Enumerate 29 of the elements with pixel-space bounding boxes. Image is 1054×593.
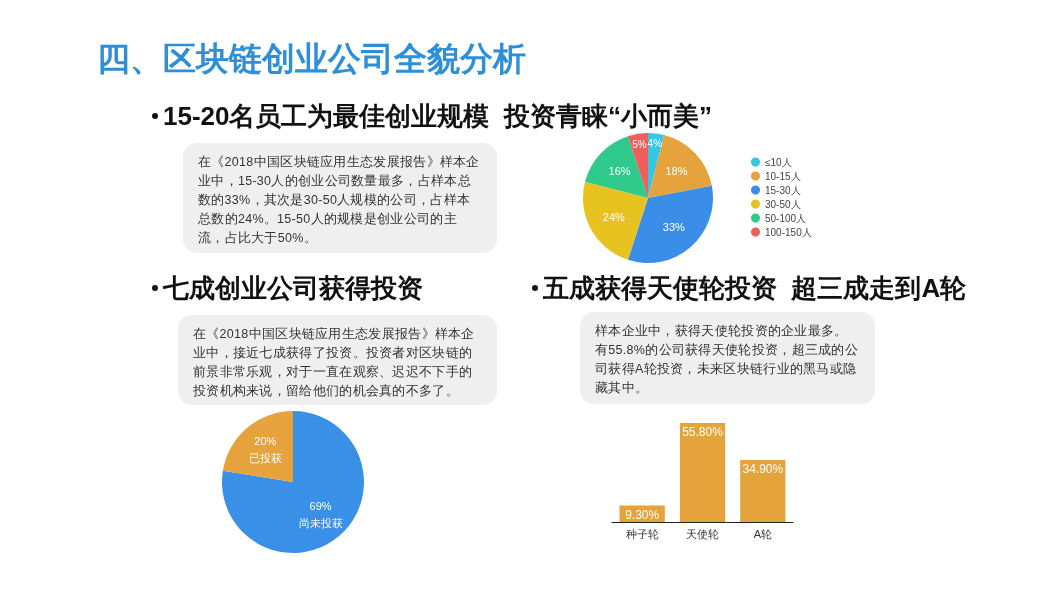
data-label: 55.80% bbox=[682, 425, 724, 439]
x-tick-label: A轮 bbox=[753, 527, 773, 540]
data-label: 34.90% bbox=[742, 462, 784, 477]
slice-label: 尚未投获 bbox=[298, 516, 343, 529]
data-label: 16% bbox=[608, 165, 631, 178]
text: 在《2018中国区块链应用生态发展报告》样本企业中，接近七成获得了投资。投资者对区块链的前景非常乐观，对于一直在观察、迟迟不下手的投资机构来说，留给他们的机会真的不多了。 bbox=[193, 326, 476, 400]
x-tick-label: 种子轮 bbox=[625, 527, 659, 540]
text: 有55.8%的公司获得天使轮投资，超三成的公司获得A轮投资，未来区块链行业的黑马或隐藏其中。 bbox=[595, 342, 859, 397]
data-label: 20% bbox=[254, 435, 277, 448]
legend-label: ≤10人 bbox=[765, 156, 792, 168]
chart-title: 七成创业公司获得投资 bbox=[163, 272, 423, 304]
legend-label: 15-30人 bbox=[765, 184, 801, 196]
text: 在《2018中国区块链应用生态发展报告》样本企业中，15-30人的创业公司数量最多，占样本总数的33%，其次是30-50人规模的公司，占样本总数的24%。15-50人的规模是创业公司的主流，占比大于50%。 bbox=[198, 154, 481, 247]
data-label: 33% bbox=[662, 221, 686, 234]
data-label: 18% bbox=[665, 165, 688, 178]
data-label: 24% bbox=[602, 210, 626, 223]
text: 四、区块链创业公司全貌分析 bbox=[97, 39, 526, 79]
data-label: 9.30% bbox=[625, 507, 660, 522]
legend-label: 30-50人 bbox=[765, 198, 801, 210]
data-label: 5% bbox=[632, 138, 647, 150]
data-label: 69% bbox=[309, 499, 332, 512]
legend-label: 50-100人 bbox=[765, 212, 807, 224]
legend-label: 10-15人 bbox=[765, 170, 801, 182]
x-tick-label: 天使轮 bbox=[686, 527, 719, 540]
text: 样本企业中，获得天使轮投资的企业最多。 bbox=[595, 323, 849, 340]
chart-title: 五成获得天使轮投资 超三成走到A轮 bbox=[543, 272, 967, 304]
chart-subtitle: 15-20名员工为最佳创业规模 投资青睐“小而美” bbox=[163, 100, 712, 132]
legend-label: 100-150人 bbox=[765, 226, 812, 238]
slice-label: 已投获 bbox=[248, 452, 282, 465]
